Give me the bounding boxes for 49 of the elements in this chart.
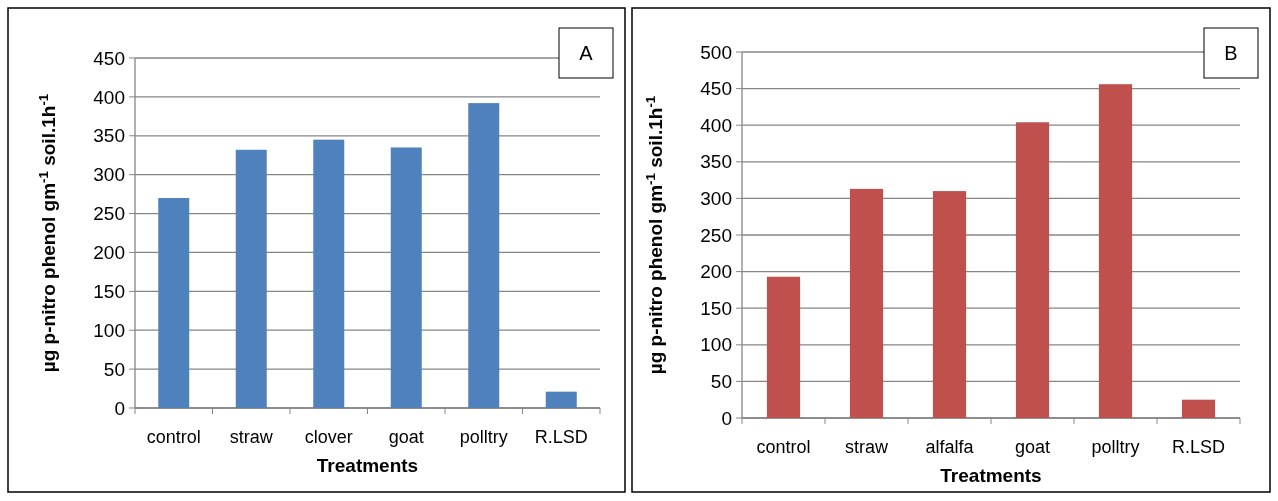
- bar: [1098, 84, 1133, 418]
- bar: [545, 391, 577, 408]
- y-tick-label: 400: [700, 114, 732, 136]
- bar: [1015, 122, 1050, 418]
- annotation: B: [1224, 42, 1238, 64]
- x-tick-label: goat: [388, 427, 424, 447]
- bar: [849, 188, 884, 418]
- x-tick-label: R.LSD: [1171, 437, 1226, 457]
- y-tick-label: 50: [103, 358, 125, 380]
- y-tick-label: 100: [93, 319, 125, 341]
- x-tick-label: control: [756, 437, 811, 457]
- x-tick-label: polltry: [1091, 437, 1140, 457]
- x-tick-label: goat: [1014, 437, 1051, 457]
- y-tick-label: 450: [700, 78, 732, 100]
- y-tick-label: 350: [700, 151, 732, 173]
- x-tick-label: control: [146, 427, 201, 447]
- y-tick-label: 250: [93, 203, 125, 225]
- bar: [390, 147, 422, 408]
- y-tick-label: 400: [93, 86, 125, 108]
- bar: [235, 149, 267, 408]
- y-tick-label: 300: [700, 188, 732, 210]
- x-tick-label: straw: [844, 437, 889, 457]
- bar: [766, 276, 801, 418]
- annotation: A: [579, 42, 594, 64]
- y-tick-label: 200: [93, 242, 125, 264]
- x-axis-title: Treatments: [940, 465, 1042, 486]
- x-tick-label: R.LSD: [534, 427, 588, 447]
- y-tick-label: 300: [93, 164, 125, 186]
- bar: [313, 139, 345, 408]
- bar: [932, 191, 967, 418]
- y-tick-label: 450: [93, 47, 125, 69]
- x-tick-label: polltry: [459, 427, 508, 447]
- y-tick-label: 0: [114, 397, 125, 419]
- y-tick-label: 50: [710, 371, 732, 393]
- y-tick-label: 500: [700, 41, 732, 63]
- y-tick-label: 150: [700, 297, 732, 319]
- x-axis-title: Treatments: [316, 455, 419, 476]
- y-tick-label: 0: [721, 407, 732, 429]
- bar: [158, 198, 190, 408]
- y-tick-label: 250: [700, 224, 732, 246]
- x-tick-label: alfalfa: [925, 437, 975, 457]
- y-tick-label: 150: [93, 280, 125, 302]
- y-tick-label: 200: [700, 261, 732, 283]
- bar: [468, 103, 500, 408]
- y-tick-label: 100: [700, 334, 732, 356]
- x-tick-label: clover: [304, 427, 353, 447]
- bar: [1181, 399, 1216, 418]
- x-tick-label: straw: [229, 427, 274, 447]
- y-tick-label: 350: [93, 125, 125, 147]
